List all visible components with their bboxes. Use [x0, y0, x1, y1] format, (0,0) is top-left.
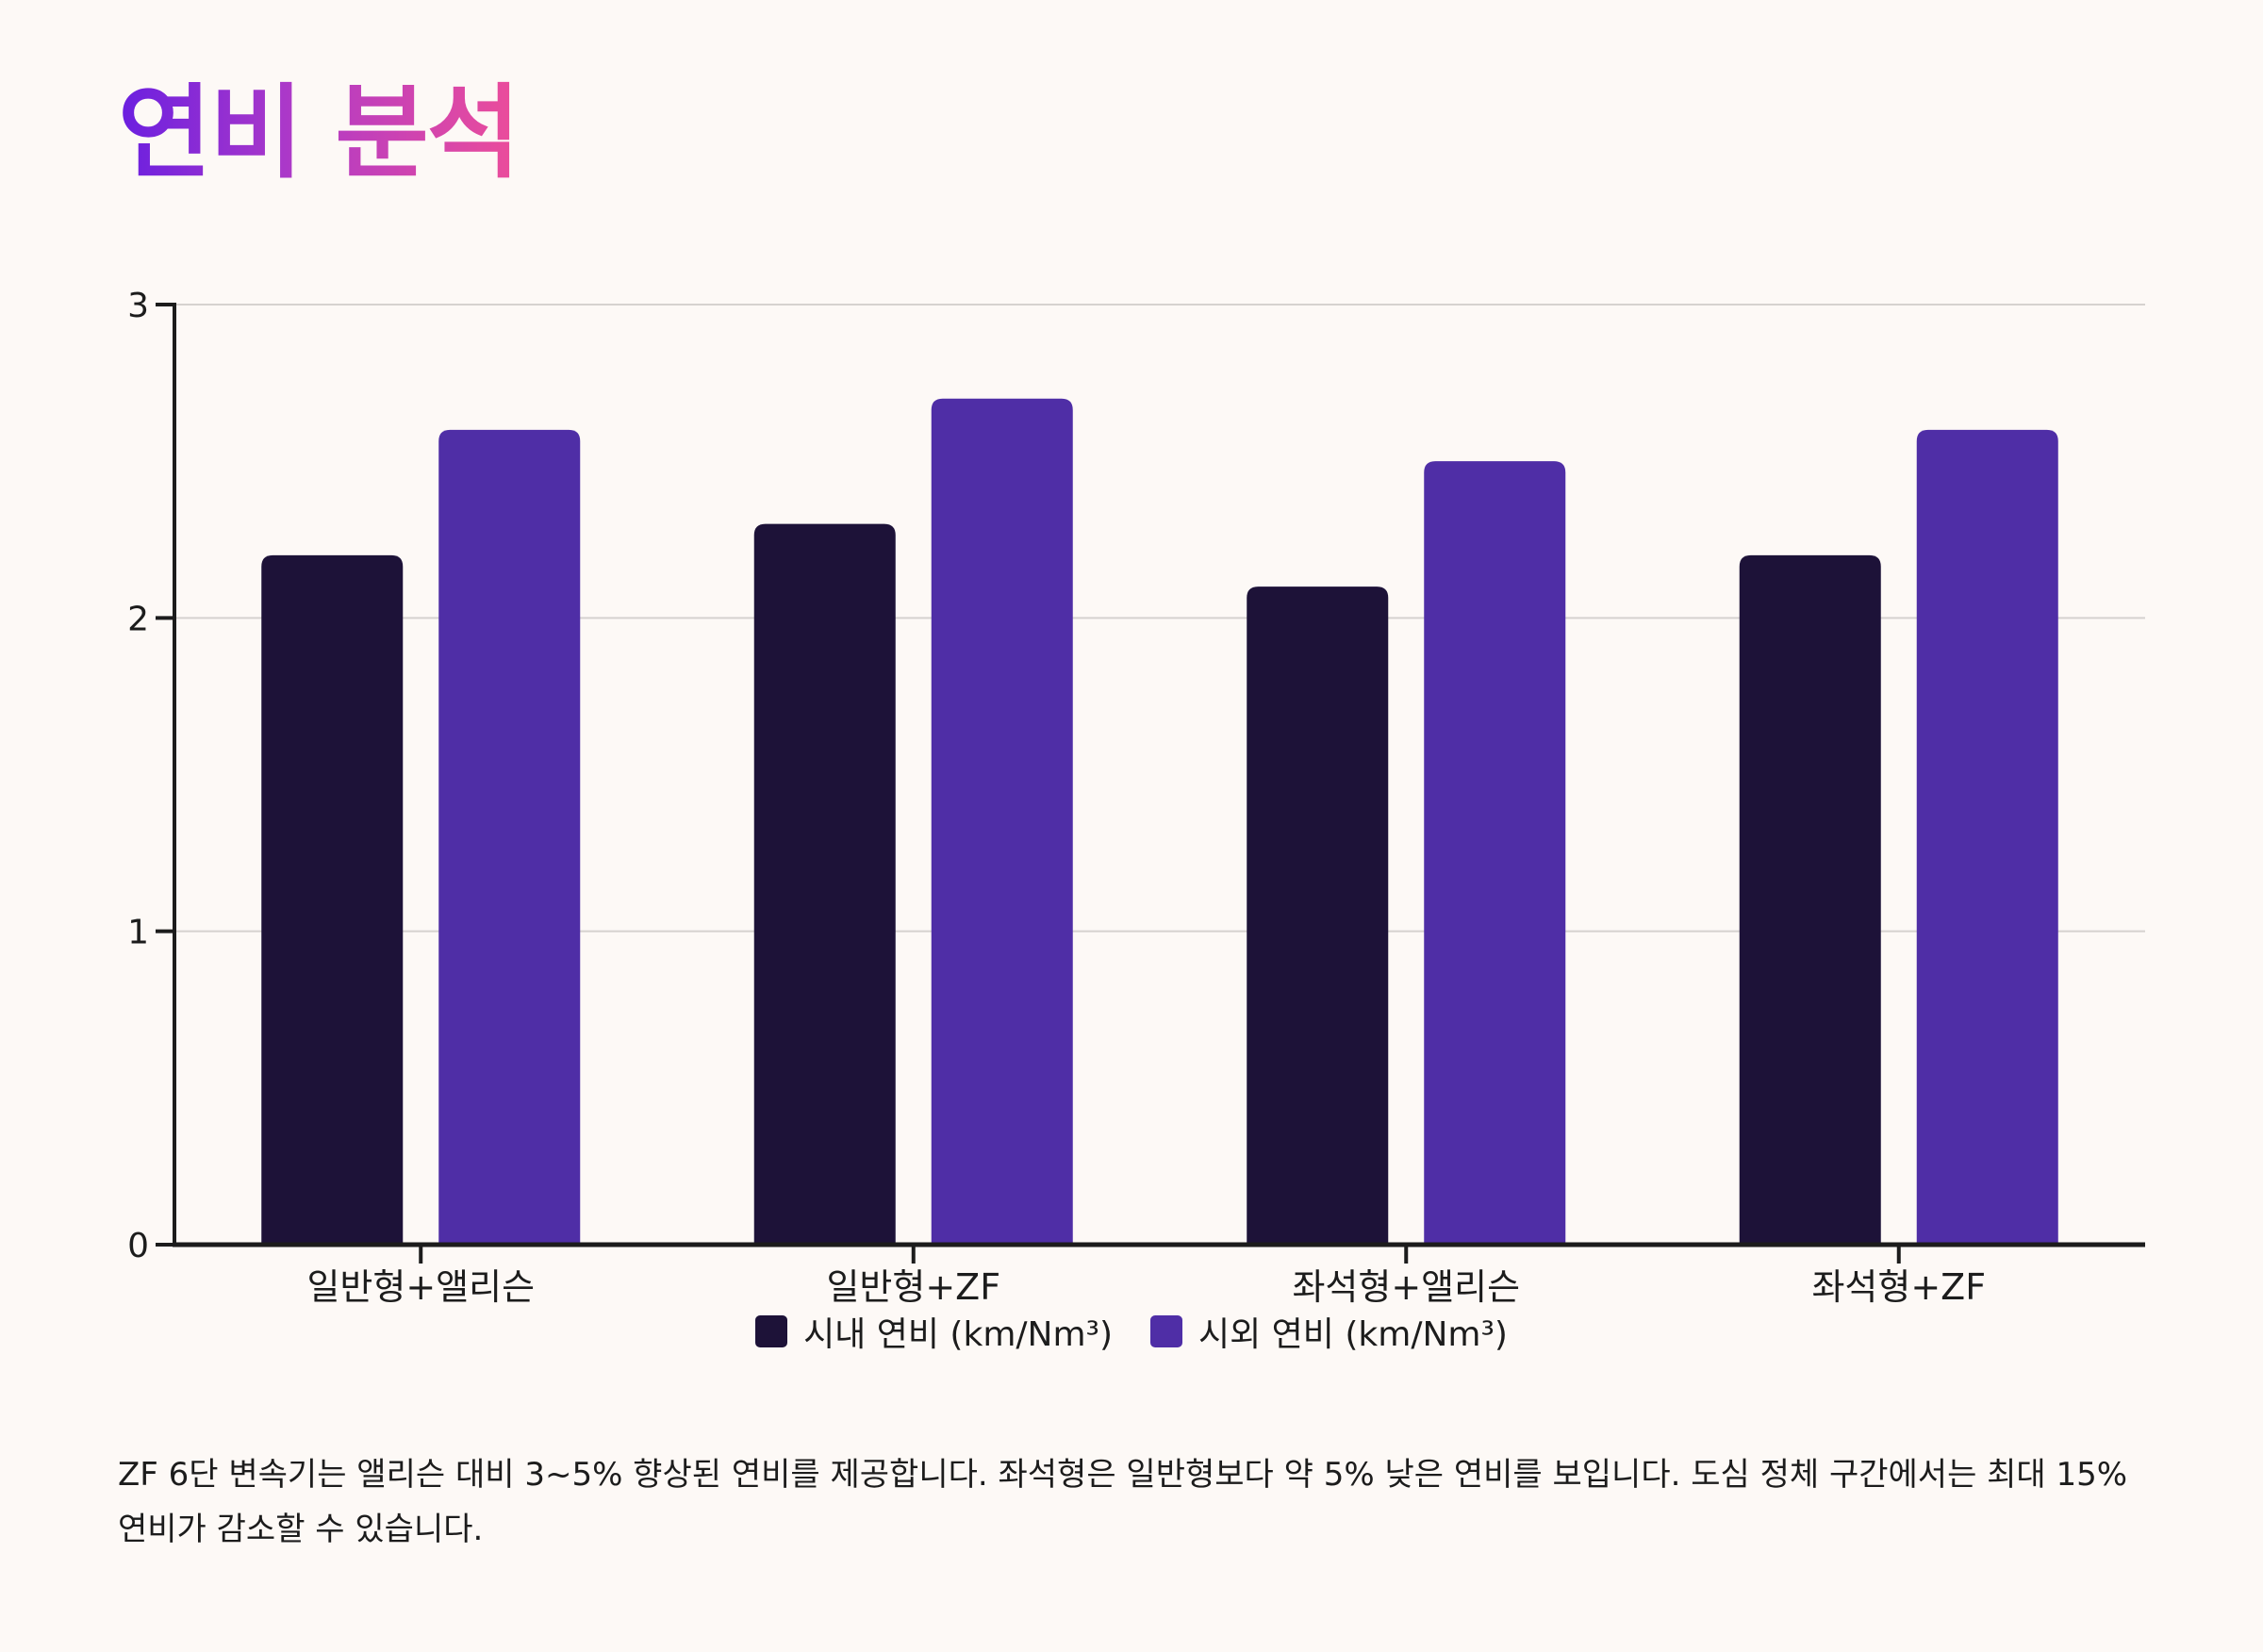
bar-highway-2[interactable] — [1424, 461, 1566, 1246]
x-category-label: 좌석형+ZF — [1811, 1266, 1986, 1308]
legend-label-city: 시내 연비 (km/Nm³) — [803, 1315, 1113, 1354]
x-category-label: 일반형+앨리슨 — [306, 1266, 535, 1308]
legend-item-highway[interactable]: 시외 연비 (km/Nm³) — [1150, 1307, 1508, 1356]
bar-city-2[interactable] — [1247, 586, 1389, 1245]
y-tick-label: 0 — [127, 1227, 149, 1265]
bar-highway-3[interactable] — [1916, 429, 2058, 1245]
x-category-label: 좌석형+앨리슨 — [1292, 1266, 1520, 1308]
bar-city-3[interactable] — [1739, 554, 1881, 1245]
y-tick-label: 1 — [127, 914, 149, 952]
bar-chart: 0 1 2 3 일반형+앨리슨 일반형+ZF 좌석형+앨리슨 좌석형+ZF — [127, 287, 2145, 1308]
bar-highway-1[interactable] — [931, 398, 1073, 1245]
legend-label-highway: 시외 연비 (km/Nm³) — [1198, 1315, 1508, 1354]
legend: 시내 연비 (km/Nm³) 시외 연비 (km/Nm³) — [0, 1307, 2263, 1356]
legend-swatch-highway — [1150, 1315, 1182, 1347]
description-text: ZF 6단 변속기는 앨리슨 대비 3~5% 향상된 연비를 제공합니다. 좌석… — [118, 1456, 2128, 1548]
page-title: 연비 분석 — [118, 74, 520, 192]
bar-city-1[interactable] — [753, 523, 896, 1245]
bar-highway-0[interactable] — [438, 429, 581, 1245]
legend-item-city[interactable]: 시내 연비 (km/Nm³) — [755, 1307, 1113, 1356]
y-tick-label: 3 — [127, 287, 149, 325]
axes: 0 1 2 3 일반형+앨리슨 일반형+ZF 좌석형+앨리슨 좌석형+ZF — [127, 287, 2145, 1308]
legend-swatch-city — [755, 1315, 788, 1347]
x-category-label: 일반형+ZF — [826, 1266, 1000, 1308]
bars — [261, 398, 2058, 1246]
y-tick-label: 2 — [127, 600, 149, 638]
bar-city-0[interactable] — [261, 554, 404, 1245]
